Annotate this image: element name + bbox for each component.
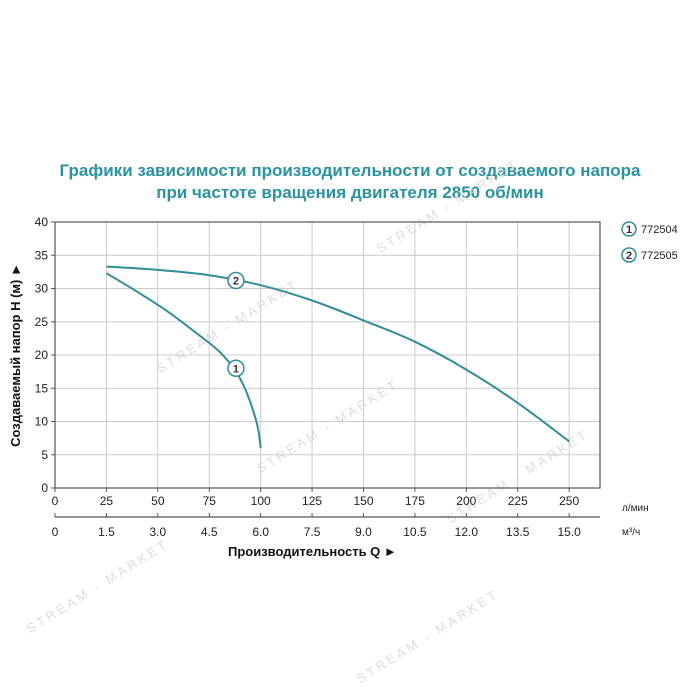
x-tick-label-lmin: 200 — [456, 494, 476, 508]
legend-series-name: 772504 — [641, 224, 678, 236]
legend-marker-label: 1 — [626, 224, 632, 236]
chart-title-line-2: при частоте вращения двигателя 2850 об/м… — [156, 183, 544, 202]
x-tick-label-m3h: 1.5 — [98, 525, 115, 539]
chart-title: Графики зависимости производительности о… — [0, 160, 700, 204]
x-tick-label-m3h: 3.0 — [149, 525, 166, 539]
x-tick-label-m3h: 12.0 — [455, 525, 479, 539]
y-axis-label: Создаваемый напор H (м) ► — [8, 263, 23, 447]
series-marker-circle — [227, 359, 245, 378]
x-tick-label-lmin: 75 — [203, 494, 217, 508]
x-axis-unit-m3h: м³/ч — [622, 527, 640, 538]
y-tick-label: 30 — [35, 282, 49, 296]
x-tick-label-m3h: 0 — [52, 525, 59, 539]
y-tick-label: 10 — [35, 415, 49, 429]
chart-grid — [55, 222, 600, 488]
x-tick-label-lmin: 225 — [508, 494, 528, 508]
chart-legend: 1 772504 2 772505 — [621, 221, 678, 263]
x-tick-label-m3h: 6.0 — [252, 525, 269, 539]
chart-series — [105, 265, 570, 449]
x-tick-label-m3h: 10.5 — [403, 525, 427, 539]
x-tick-label-m3h: 15.0 — [557, 525, 581, 539]
y-tick-label: 0 — [41, 481, 48, 495]
x-tick-label-lmin: 125 — [302, 494, 322, 508]
watermark-text: STREAM - MARKET — [354, 586, 502, 686]
series-line-772505 — [106, 265, 570, 443]
x-axis-unit-lmin: л/мин — [622, 503, 649, 514]
x-tick-label-m3h: 9.0 — [355, 525, 372, 539]
x-axis-ticks-m3h: 0 1.5 3.0 4.5 6.0 7.5 9.0 10.5 12.0 13.5 15.0 — [52, 513, 581, 539]
x-tick-label-m3h: 4.5 — [201, 525, 218, 539]
legend-marker-circle — [621, 221, 637, 237]
x-tick-label-lmin: 150 — [353, 494, 373, 508]
series-marker-label: 2 — [233, 276, 239, 288]
chart-title-line-1: Графики зависимости производительности о… — [59, 161, 641, 180]
series-markers: 12 — [227, 271, 245, 378]
y-tick-label: 25 — [35, 315, 49, 329]
x-tick-label-lmin: 50 — [151, 494, 165, 508]
y-tick-label: 40 — [35, 215, 49, 229]
x-axis-label: Производительность Q ► — [228, 544, 397, 559]
y-tick-label: 35 — [35, 248, 49, 262]
x-tick-label-m3h: 13.5 — [506, 525, 530, 539]
x-tick-label-lmin: 25 — [100, 494, 114, 508]
series-marker-circle — [227, 271, 245, 290]
y-tick-label: 5 — [41, 448, 48, 462]
series-line-772504 — [105, 272, 262, 449]
x-axis-ticks-lmin: 0 25 50 75 100 125 150 175 200 225 250 — [52, 488, 579, 508]
y-tick-label: 15 — [35, 381, 49, 395]
x-tick-label-lmin: 250 — [559, 494, 579, 508]
x-tick-label-lmin: 175 — [405, 494, 425, 508]
legend-marker-label: 2 — [626, 250, 632, 262]
legend-series-name: 772505 — [641, 250, 678, 262]
watermark-text: STREAM - MARKET — [24, 536, 172, 636]
y-axis-ticks: 0 5 10 15 20 25 30 35 40 — [35, 215, 55, 495]
x-tick-label-lmin: 0 — [52, 494, 59, 508]
x-tick-label-m3h: 7.5 — [304, 525, 321, 539]
legend-marker-circle — [621, 247, 637, 263]
y-tick-label: 20 — [35, 348, 49, 362]
watermark-text: STREAM - MARKET — [374, 156, 522, 256]
watermark-text: STREAM - MARKET — [254, 376, 402, 476]
x-tick-label-lmin: 100 — [251, 494, 271, 508]
series-marker-label: 1 — [233, 363, 239, 375]
